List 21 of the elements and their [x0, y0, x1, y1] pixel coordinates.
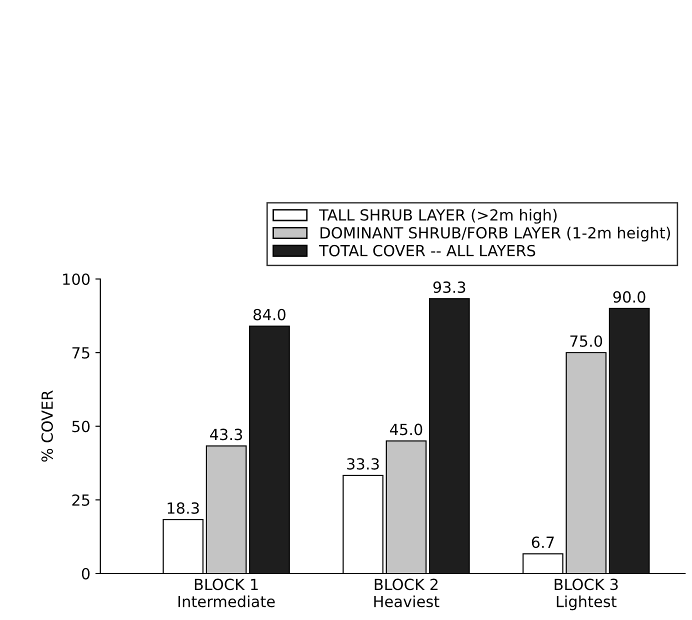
data-label: 90.0	[613, 291, 646, 303]
legend-label: TOTAL COVER -- ALL LAYERS	[319, 244, 536, 256]
y-tick-label: 100	[63, 273, 90, 286]
data-label: 75.0	[570, 335, 602, 347]
data-label: 84.0	[253, 308, 286, 320]
y-tick-label: 75	[72, 347, 90, 359]
y-tick-label: 25	[72, 494, 90, 506]
y-tick-label: 50	[72, 420, 90, 432]
legend-label: DOMINANT SHRUB/FORB LAYER (1-2m height)	[320, 226, 670, 242]
x-tick-label: BLOCK 1 Intermediate	[178, 578, 275, 608]
data-label: 45.0	[390, 424, 422, 436]
y-axis-title: % COVER	[41, 390, 53, 462]
x-tick-label: BLOCK 2 Heaviest	[374, 578, 440, 608]
legend-label: TALL SHRUB LAYER (>2m high)	[319, 208, 557, 224]
data-label: 18.3	[168, 502, 199, 514]
data-label: 43.3	[210, 428, 242, 440]
data-label: 93.3	[433, 281, 466, 293]
data-label: 6.7	[532, 536, 554, 548]
x-tick-label: BLOCK 3 Lightest	[554, 578, 618, 610]
data-label: 33.3	[347, 458, 379, 470]
y-tick-label: 0	[82, 568, 90, 580]
